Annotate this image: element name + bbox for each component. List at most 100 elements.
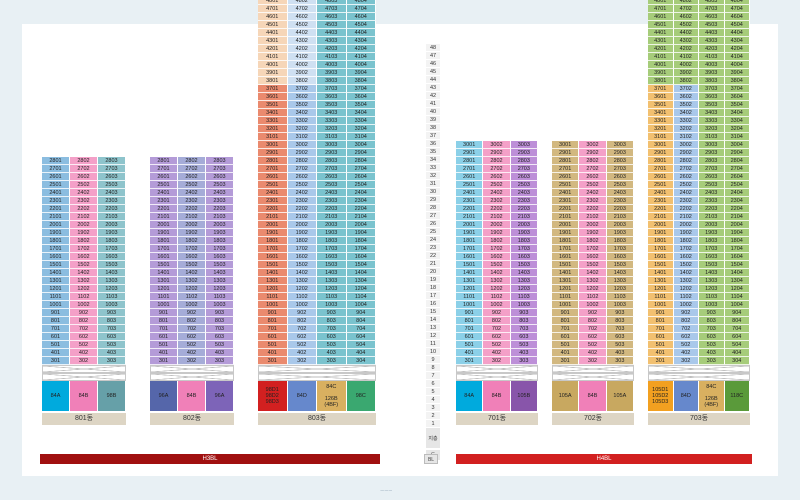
unit-703-1302[interactable]: 1302 [673, 277, 699, 285]
unit-802-2401[interactable]: 2401 [150, 189, 178, 197]
unit-703-3603[interactable]: 3603 [699, 93, 725, 101]
unit-702-803[interactable]: 803 [606, 317, 634, 325]
unit-803-2602[interactable]: 2602 [287, 173, 317, 181]
unit-803-1201[interactable]: 1201 [258, 285, 288, 293]
base-unit-701-2[interactable]: 105B [510, 381, 538, 411]
unit-703-1903[interactable]: 1903 [699, 229, 725, 237]
unit-701-2301[interactable]: 2301 [456, 197, 484, 205]
unit-802-1601[interactable]: 1601 [150, 253, 178, 261]
unit-701-1503[interactable]: 1503 [510, 261, 538, 269]
unit-802-1401[interactable]: 1401 [150, 269, 178, 277]
unit-703-3104[interactable]: 3104 [724, 133, 750, 141]
unit-702-1402[interactable]: 1402 [579, 269, 607, 277]
unit-703-4303[interactable]: 4303 [699, 37, 725, 45]
unit-701-1502[interactable]: 1502 [483, 261, 511, 269]
unit-803-3904[interactable]: 3904 [346, 69, 376, 77]
unit-702-2501[interactable]: 2501 [552, 181, 580, 189]
unit-703-2804[interactable]: 2804 [724, 157, 750, 165]
unit-801-2202[interactable]: 2202 [70, 205, 98, 213]
unit-703-2201[interactable]: 2201 [648, 205, 674, 213]
unit-803-2104[interactable]: 2104 [346, 213, 376, 221]
unit-803-3204[interactable]: 3204 [346, 125, 376, 133]
unit-703-4201[interactable]: 4201 [648, 45, 674, 53]
unit-803-2801[interactable]: 2801 [258, 157, 288, 165]
unit-801-1001[interactable]: 1001 [42, 301, 70, 309]
unit-703-1704[interactable]: 1704 [724, 245, 750, 253]
unit-802-2803[interactable]: 2803 [206, 157, 234, 165]
unit-703-1801[interactable]: 1801 [648, 237, 674, 245]
unit-703-4603[interactable]: 4603 [699, 13, 725, 21]
unit-703-2601[interactable]: 2601 [648, 173, 674, 181]
unit-803-4503[interactable]: 4503 [317, 21, 347, 29]
unit-703-3002[interactable]: 3002 [673, 141, 699, 149]
unit-701-601[interactable]: 601 [456, 333, 484, 341]
unit-803-4404[interactable]: 4404 [346, 29, 376, 37]
unit-803-3503[interactable]: 3503 [317, 101, 347, 109]
unit-803-2902[interactable]: 2902 [287, 149, 317, 157]
base-unit-803-3[interactable]: 98C [346, 381, 376, 411]
unit-703-2101[interactable]: 2101 [648, 213, 674, 221]
unit-803-503[interactable]: 503 [317, 341, 347, 349]
unit-703-4002[interactable]: 4002 [673, 61, 699, 69]
unit-802-603[interactable]: 603 [206, 333, 234, 341]
unit-803-1002[interactable]: 1002 [287, 301, 317, 309]
unit-802-1702[interactable]: 1702 [178, 245, 206, 253]
unit-703-3401[interactable]: 3401 [648, 109, 674, 117]
unit-702-603[interactable]: 603 [606, 333, 634, 341]
unit-701-2801[interactable]: 2801 [456, 157, 484, 165]
unit-803-3201[interactable]: 3201 [258, 125, 288, 133]
unit-703-3003[interactable]: 3003 [699, 141, 725, 149]
unit-703-3402[interactable]: 3402 [673, 109, 699, 117]
unit-702-703[interactable]: 703 [606, 325, 634, 333]
unit-801-1801[interactable]: 1801 [42, 237, 70, 245]
unit-803-2502[interactable]: 2502 [287, 181, 317, 189]
unit-703-1702[interactable]: 1702 [673, 245, 699, 253]
unit-803-4302[interactable]: 4302 [287, 37, 317, 45]
unit-703-2902[interactable]: 2902 [673, 149, 699, 157]
unit-701-1702[interactable]: 1702 [483, 245, 511, 253]
unit-803-1703[interactable]: 1703 [317, 245, 347, 253]
unit-803-701[interactable]: 701 [258, 325, 288, 333]
unit-703-3702[interactable]: 3702 [673, 85, 699, 93]
unit-702-503[interactable]: 503 [606, 341, 634, 349]
unit-803-4704[interactable]: 4704 [346, 5, 376, 13]
unit-703-4704[interactable]: 4704 [724, 5, 750, 13]
unit-703-4301[interactable]: 4301 [648, 37, 674, 45]
unit-803-1104[interactable]: 1104 [346, 293, 376, 301]
unit-803-4803[interactable]: 4803 [317, 0, 347, 5]
unit-701-901[interactable]: 901 [456, 309, 484, 317]
unit-703-704[interactable]: 704 [724, 325, 750, 333]
unit-803-3603[interactable]: 3603 [317, 93, 347, 101]
unit-703-4203[interactable]: 4203 [699, 45, 725, 53]
unit-803-3002[interactable]: 3002 [287, 141, 317, 149]
unit-803-2804[interactable]: 2804 [346, 157, 376, 165]
unit-802-2103[interactable]: 2103 [206, 213, 234, 221]
unit-803-902[interactable]: 902 [287, 309, 317, 317]
unit-703-301[interactable]: 301 [648, 357, 674, 365]
unit-801-1103[interactable]: 1103 [98, 293, 126, 301]
unit-703-304[interactable]: 304 [724, 357, 750, 365]
unit-803-2404[interactable]: 2404 [346, 189, 376, 197]
unit-803-2803[interactable]: 2803 [317, 157, 347, 165]
unit-703-1803[interactable]: 1803 [699, 237, 725, 245]
unit-701-501[interactable]: 501 [456, 341, 484, 349]
unit-703-1102[interactable]: 1102 [673, 293, 699, 301]
unit-803-4004[interactable]: 4004 [346, 61, 376, 69]
unit-803-3404[interactable]: 3404 [346, 109, 376, 117]
unit-701-1301[interactable]: 1301 [456, 277, 484, 285]
unit-703-404[interactable]: 404 [724, 349, 750, 357]
unit-702-401[interactable]: 401 [552, 349, 580, 357]
unit-802-801[interactable]: 801 [150, 317, 178, 325]
unit-803-2402[interactable]: 2402 [287, 189, 317, 197]
unit-703-1103[interactable]: 1103 [699, 293, 725, 301]
unit-702-1503[interactable]: 1503 [606, 261, 634, 269]
unit-803-4202[interactable]: 4202 [287, 45, 317, 53]
unit-803-604[interactable]: 604 [346, 333, 376, 341]
unit-703-2002[interactable]: 2002 [673, 221, 699, 229]
unit-801-1603[interactable]: 1603 [98, 253, 126, 261]
base-unit-802-2[interactable]: 96A [206, 381, 234, 411]
unit-703-2203[interactable]: 2203 [699, 205, 725, 213]
unit-803-1004[interactable]: 1004 [346, 301, 376, 309]
unit-701-2202[interactable]: 2202 [483, 205, 511, 213]
unit-701-403[interactable]: 403 [510, 349, 538, 357]
